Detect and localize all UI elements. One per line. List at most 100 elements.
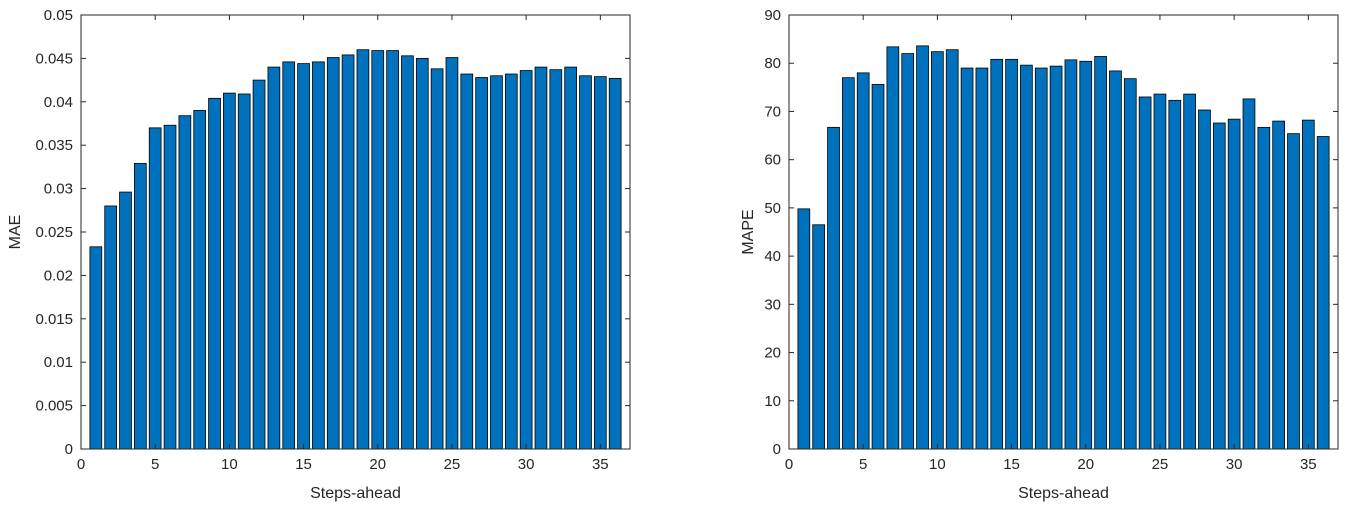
mae-ytick-label-8: 0.04 xyxy=(44,94,73,111)
mae-bar-9 xyxy=(208,97,221,450)
mae-ytick-label-2: 0.01 xyxy=(44,354,73,371)
mape-bar-24 xyxy=(1138,96,1152,450)
mape-xtick-label-25: 25 xyxy=(1152,456,1169,473)
mae-bar-30 xyxy=(519,70,533,450)
mape-bar-16 xyxy=(1020,64,1033,450)
mae-bar-19 xyxy=(356,49,370,450)
mae-xtick-label-15: 15 xyxy=(295,456,312,473)
mape-ytick-label-6: 60 xyxy=(764,152,781,169)
mape-bar-chart: 0 5 10 15 20 25 30 35 0 10 20 30 40 50 60 70 80 90 Steps-a… xyxy=(690,0,1350,509)
mae-bar-33 xyxy=(564,66,577,450)
mae-ytick-label-5: 0.025 xyxy=(35,224,73,241)
mape-xtick-label-35: 35 xyxy=(1300,456,1317,473)
mape-bar-11 xyxy=(945,49,959,450)
mae-x-axis-label: Steps-ahead xyxy=(310,485,401,502)
mae-bar-28 xyxy=(490,75,503,450)
mape-ytick-label-2: 20 xyxy=(764,345,781,362)
mape-bar-7 xyxy=(886,46,900,450)
mape-ytick-label-8: 80 xyxy=(764,55,781,72)
mae-bar-32 xyxy=(549,69,563,450)
mape-xtick-label-5: 5 xyxy=(859,456,867,473)
mae-bar-4 xyxy=(134,163,147,450)
mape-bar-8 xyxy=(901,53,915,450)
mape-bar-18 xyxy=(1049,65,1063,450)
mae-bar-25 xyxy=(445,57,459,450)
mae-bar-3 xyxy=(119,191,132,450)
mae-bar-18 xyxy=(341,54,355,450)
mae-xtick-label-20: 20 xyxy=(369,456,386,473)
mape-ytick-label-9: 90 xyxy=(764,7,781,24)
mae-bar-13 xyxy=(267,66,281,450)
mae-bar-26 xyxy=(460,73,474,450)
mae-ytick-label-0: 0 xyxy=(65,441,73,458)
mae-bar-22 xyxy=(401,55,414,450)
mape-bar-13 xyxy=(975,67,989,450)
mape-bar-35 xyxy=(1301,119,1315,450)
mape-y-axis-label: MAPE xyxy=(740,209,757,254)
mae-bar-5 xyxy=(148,127,162,450)
mape-bar-19 xyxy=(1064,59,1078,450)
mape-ytick-label-1: 10 xyxy=(764,393,781,410)
mae-bar-21 xyxy=(386,50,399,450)
mae-ytick-label-4: 0.02 xyxy=(44,267,73,284)
mae-plot-area xyxy=(81,15,630,449)
mape-plot-area xyxy=(789,15,1338,449)
mae-bar-27 xyxy=(475,77,488,450)
mape-bar-12 xyxy=(960,67,974,450)
mae-bar-10 xyxy=(223,92,236,450)
mae-bar-1 xyxy=(89,246,103,450)
mae-bar-16 xyxy=(312,61,325,450)
mae-bar-2 xyxy=(104,205,118,450)
mape-xtick-label-30: 30 xyxy=(1226,456,1243,473)
mape-ytick-label-5: 50 xyxy=(764,200,781,217)
mae-bar-11 xyxy=(237,93,251,450)
mape-xtick-label-0: 0 xyxy=(785,456,793,473)
mape-chart-svg: 0 5 10 15 20 25 30 35 0 10 20 30 40 50 60 70 80 90 Steps-a… xyxy=(740,7,1339,502)
mae-ytick-label-10: 0.05 xyxy=(44,7,73,24)
mape-ytick-label-7: 70 xyxy=(764,103,781,120)
mape-xtick-label-15: 15 xyxy=(1003,456,1020,473)
mape-bar-2 xyxy=(812,224,826,450)
mape-bar-33 xyxy=(1272,120,1285,450)
mae-xtick-label-5: 5 xyxy=(151,456,159,473)
mape-bar-4 xyxy=(842,77,855,450)
mape-xtick-label-20: 20 xyxy=(1077,456,1094,473)
mape-bar-20 xyxy=(1079,60,1093,450)
mae-xtick-label-0: 0 xyxy=(77,456,85,473)
mape-bar-23 xyxy=(1123,78,1137,450)
mae-xtick-label-30: 30 xyxy=(518,456,535,473)
mae-bar-23 xyxy=(415,58,429,450)
mae-bar-chart: 0 5 10 15 20 25 30 35 0 0.005 0.01 0.015 0.02 0.025 0.… xyxy=(0,0,660,509)
mape-bar-28 xyxy=(1198,109,1211,450)
mae-ytick-label-9: 0.045 xyxy=(35,50,73,67)
mape-bar-32 xyxy=(1257,126,1271,450)
mae-xtick-label-25: 25 xyxy=(444,456,461,473)
mae-bar-36 xyxy=(608,77,622,450)
mae-bar-34 xyxy=(579,75,592,450)
mae-chart-svg: 0 5 10 15 20 25 30 35 0 0.005 0.01 0.015 0.02 0.025 0.… xyxy=(7,7,631,502)
mape-bar-25 xyxy=(1153,93,1167,450)
mae-bar-8 xyxy=(193,110,207,450)
mape-bar-1 xyxy=(797,208,811,450)
mae-bar-14 xyxy=(282,61,296,450)
mape-bar-31 xyxy=(1242,98,1256,450)
mape-bar-36 xyxy=(1316,136,1330,450)
mae-bar-31 xyxy=(534,66,548,450)
mape-bar-17 xyxy=(1034,67,1048,450)
mape-axes-box xyxy=(788,14,1339,450)
mae-bar-29 xyxy=(504,73,518,450)
mape-bar-21 xyxy=(1094,56,1107,450)
mape-bar-5 xyxy=(856,72,870,450)
mape-bar-22 xyxy=(1109,70,1122,450)
mae-ytick-label-1: 0.005 xyxy=(35,398,73,415)
mae-bar-12 xyxy=(252,79,266,450)
mape-xtick-label-10: 10 xyxy=(929,456,946,473)
mape-ytick-label-4: 40 xyxy=(764,248,781,265)
mae-bar-7 xyxy=(178,115,192,450)
mape-bar-3 xyxy=(827,126,840,450)
mape-ytick-label-3: 30 xyxy=(764,296,781,313)
mape-bar-14 xyxy=(990,58,1004,450)
mae-bar-6 xyxy=(163,124,177,450)
mae-ytick-label-6: 0.03 xyxy=(44,181,73,198)
